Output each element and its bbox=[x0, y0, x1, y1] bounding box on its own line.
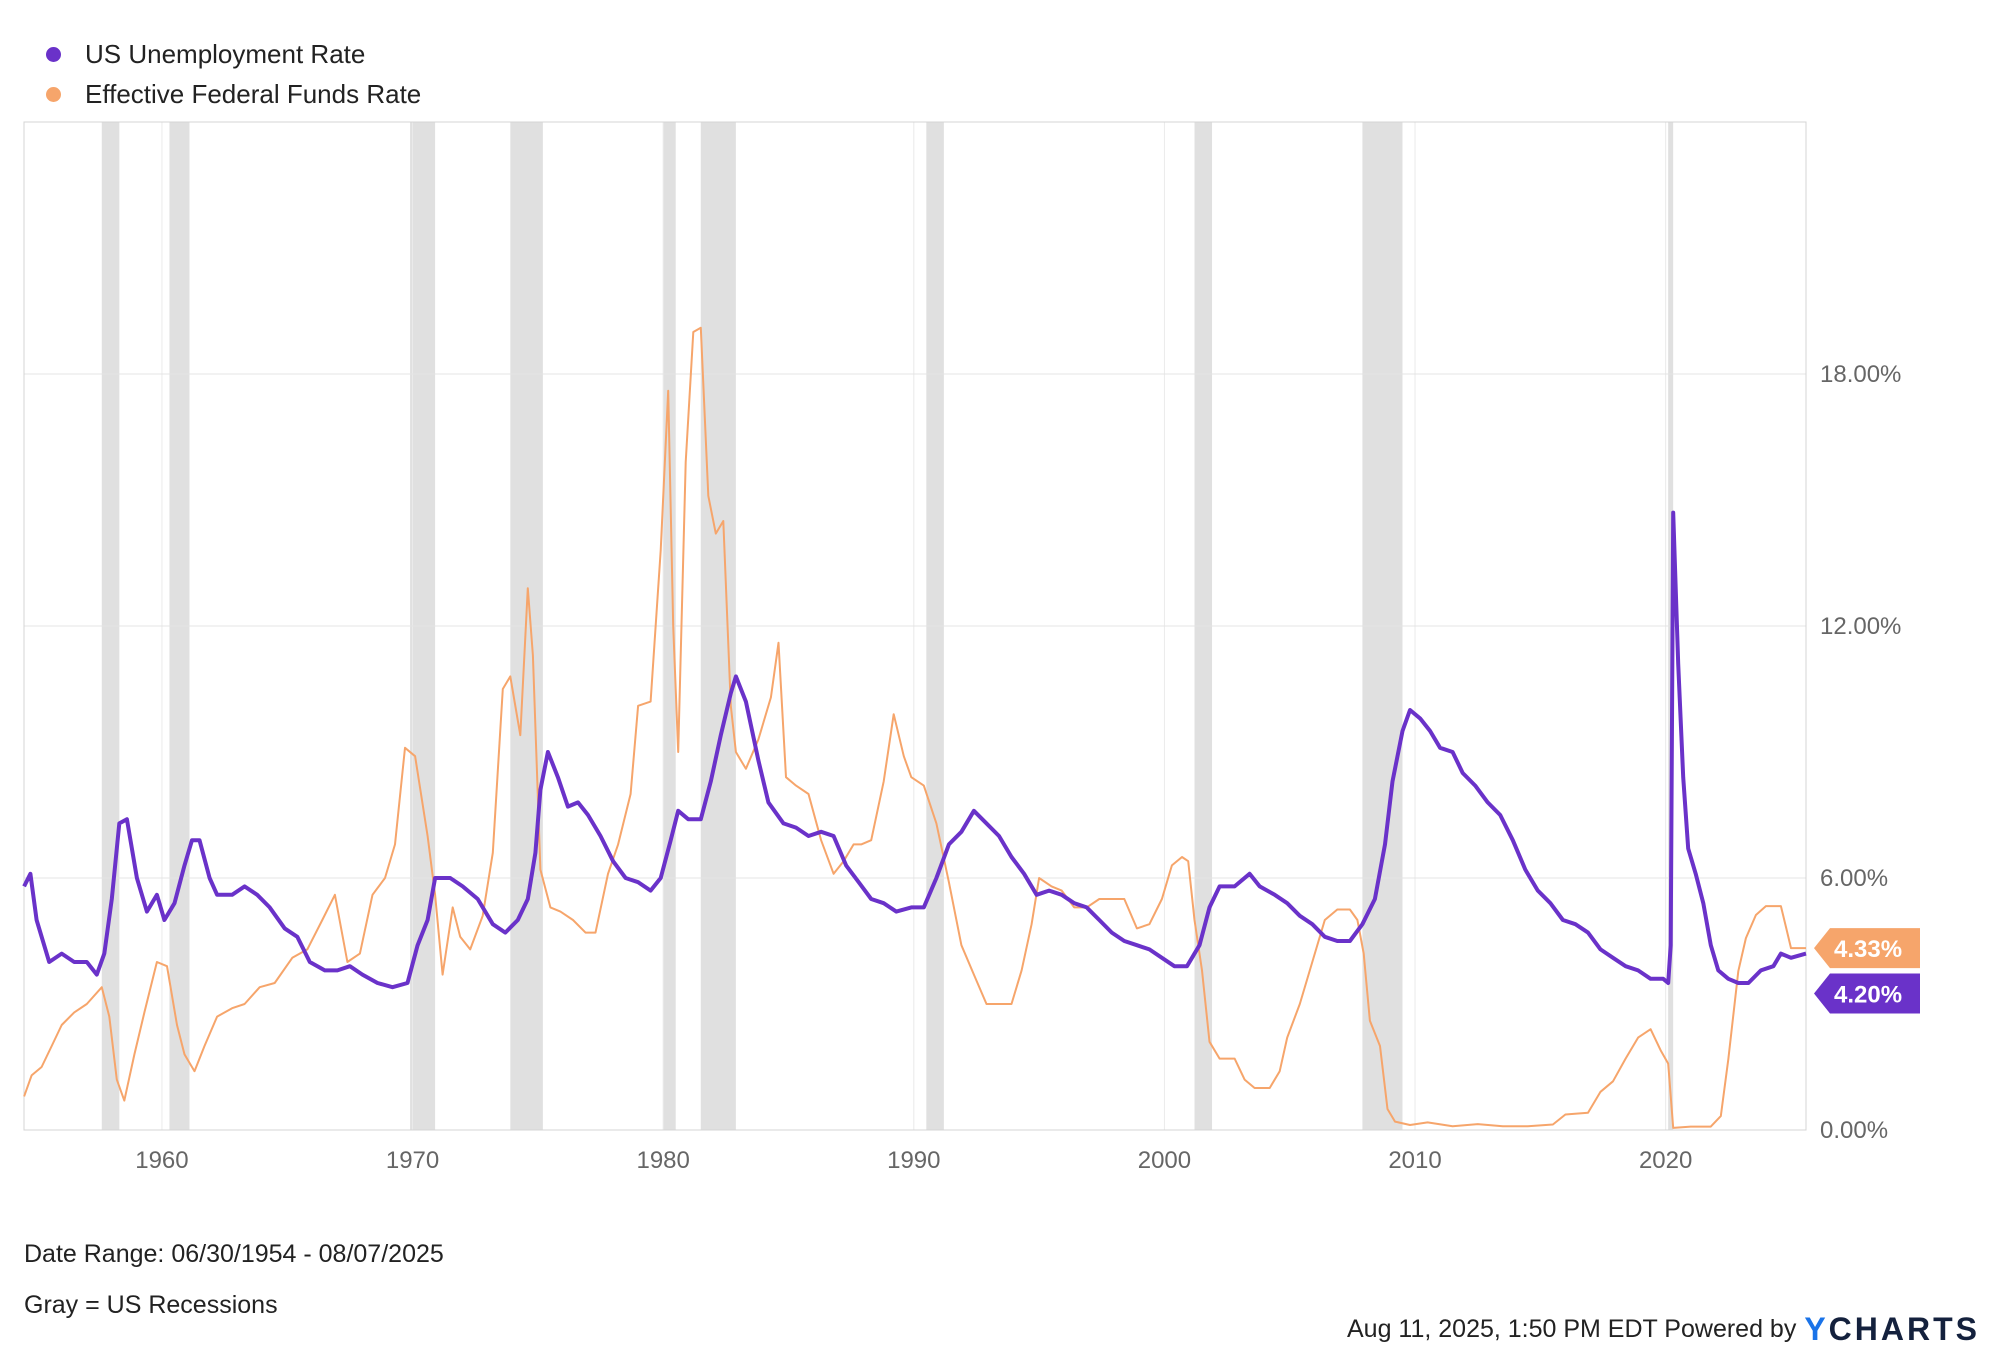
legend: US Unemployment Rate Effective Federal F… bbox=[46, 34, 421, 114]
plot-border bbox=[23, 121, 1807, 1131]
unemployment-end-tag-label: 4.20% bbox=[1834, 982, 1902, 1009]
y-tick-label: 6.00% bbox=[1820, 865, 1888, 892]
fed-funds-end-tag-label: 4.33% bbox=[1834, 936, 1902, 963]
x-tick-label: 2010 bbox=[1388, 1147, 1441, 1174]
legend-item-fed-funds[interactable]: Effective Federal Funds Rate bbox=[46, 74, 421, 114]
y-tick-label: 0.00% bbox=[1820, 1117, 1888, 1144]
unemployment-line bbox=[22, 510, 1807, 990]
footer-credit: Aug 11, 2025, 1:50 PM EDT Powered by Y C… bbox=[1347, 1311, 1980, 1348]
fed-funds-end-tag bbox=[1814, 928, 1920, 969]
recession-note: Gray = US Recessions bbox=[24, 1291, 278, 1319]
x-tick-label: 1990 bbox=[887, 1147, 940, 1174]
legend-label-unemployment: US Unemployment Rate bbox=[85, 38, 366, 69]
ycharts-logo-text: CHARTS bbox=[1828, 1311, 1980, 1347]
legend-label-fed-funds: Effective Federal Funds Rate bbox=[85, 78, 422, 109]
ycharts-logo-y: Y bbox=[1804, 1311, 1829, 1347]
y-tick-label: 12.00% bbox=[1820, 613, 1901, 640]
fed-funds-dot-icon bbox=[46, 86, 61, 102]
x-tick-label: 1960 bbox=[135, 1147, 188, 1174]
ycharts-logo[interactable]: Y CHARTS bbox=[1804, 1311, 1980, 1348]
y-tick-label: 18.00% bbox=[1820, 361, 1901, 388]
x-tick-label: 2000 bbox=[1138, 1147, 1191, 1174]
legend-item-unemployment[interactable]: US Unemployment Rate bbox=[46, 34, 421, 74]
x-tick-label: 1980 bbox=[636, 1147, 689, 1174]
x-tick-label: 1970 bbox=[386, 1147, 439, 1174]
unemployment-end-tag bbox=[1814, 973, 1920, 1014]
fed-funds-line bbox=[23, 326, 1806, 1129]
date-range-note: Date Range: 06/30/1954 - 08/07/2025 bbox=[24, 1240, 444, 1268]
unemployment-dot-icon bbox=[46, 46, 61, 62]
timestamp: Aug 11, 2025, 1:50 PM EDT Powered by bbox=[1346, 1315, 1797, 1343]
x-tick-label: 2020 bbox=[1639, 1147, 1692, 1174]
